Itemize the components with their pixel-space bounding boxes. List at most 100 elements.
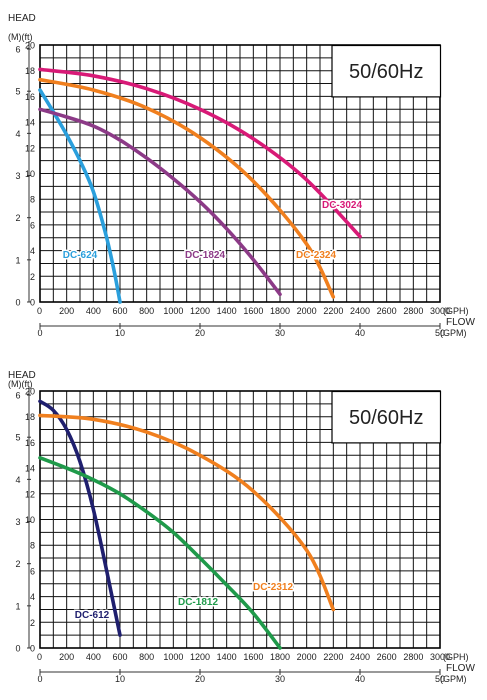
- ft-tick-label: 14: [25, 118, 35, 128]
- meter-tick-label: 4: [15, 475, 20, 485]
- frequency-badge-box: [331, 44, 442, 98]
- gph-tick-label: 1200: [190, 306, 210, 316]
- gph-tick-label: 600: [112, 306, 127, 316]
- ft-tick-label: 2: [30, 618, 35, 628]
- gph-tick-label: 2200: [323, 306, 343, 316]
- plot-frame: [39, 44, 441, 303]
- series-label-dc-3024: DC-3024: [322, 200, 362, 211]
- grid: [39, 44, 441, 303]
- meter-tick-label: 5: [15, 433, 20, 443]
- gph-tick-label: 1800: [270, 652, 290, 662]
- gpm-tick-label: 50: [435, 328, 445, 338]
- gph-tick-label: 2600: [377, 306, 397, 316]
- head-label: HEAD: [8, 13, 36, 24]
- series-label-dc-2324: DC-2324: [296, 250, 336, 261]
- ft-tick-label: 20: [25, 387, 35, 397]
- meter-tick-label: 0: [15, 644, 20, 654]
- gph-tick-label: 1400: [217, 652, 237, 662]
- gpm-tick-label: 50: [435, 674, 445, 684]
- series-line-dc-3024: [38, 67, 362, 239]
- ft-tick-label: 6: [30, 566, 35, 576]
- gph-tick-label: 1000: [163, 306, 183, 316]
- gph-tick-label: 400: [86, 306, 101, 316]
- gph-tick-label: 1400: [217, 306, 237, 316]
- series-line-dc-2324: [38, 77, 336, 299]
- ft-tick-label: 18: [25, 412, 35, 422]
- head-label: HEAD: [8, 370, 36, 381]
- gph-tick-label: 3000: [430, 652, 450, 662]
- ft-tick-label: 0: [30, 298, 35, 308]
- series-label-dc-1812: DC-1812: [178, 597, 218, 608]
- gpm-tick-label: 20: [195, 674, 205, 684]
- gph-tick-label: 1200: [190, 652, 210, 662]
- gpm-tick-label: 40: [355, 674, 365, 684]
- flow-label: FLOW: [446, 663, 475, 674]
- gpm-tick-label: 30: [275, 674, 285, 684]
- ft-tick-label: 20: [25, 41, 35, 51]
- ft-tick-label: 4: [30, 592, 35, 602]
- ft-tick-label: 18: [25, 66, 35, 76]
- gpm-unit: (GPM): [440, 674, 467, 684]
- gph-tick-label: 600: [112, 652, 127, 662]
- series-label-dc-624: DC-624: [63, 250, 98, 261]
- meter-tick-label: 1: [15, 601, 20, 611]
- gph-tick-label: 2400: [350, 306, 370, 316]
- ft-tick-label: 10: [25, 169, 35, 179]
- series-label-dc-612: DC-612: [75, 610, 110, 621]
- gpm-tick-label: 10: [115, 674, 125, 684]
- meter-tick-label: 0: [15, 298, 20, 308]
- gpm-tick-label: 0: [37, 328, 42, 338]
- ft-tick-label: 8: [30, 541, 35, 551]
- meter-tick-label: 6: [15, 45, 20, 55]
- ft-tick-label: 6: [30, 220, 35, 230]
- gph-tick-label: 3000: [430, 306, 450, 316]
- series-line-dc-612: [38, 399, 122, 637]
- gph-unit: (GPH): [443, 306, 469, 316]
- gpm-tick-label: 0: [37, 674, 42, 684]
- head-units: (M)(ft): [8, 32, 33, 42]
- gpm-tick-label: 20: [195, 328, 205, 338]
- gph-tick-label: 200: [59, 306, 74, 316]
- gpm-tick-label: 10: [115, 328, 125, 338]
- series-line-dc-1812: [38, 456, 282, 650]
- gph-tick-label: 2600: [377, 652, 397, 662]
- ft-tick-label: 0: [30, 644, 35, 654]
- flow-label: FLOW: [446, 317, 475, 328]
- frequency-badge: 50/60Hz: [349, 407, 424, 429]
- gph-tick-label: 400: [86, 652, 101, 662]
- meter-tick-label: 1: [15, 255, 20, 265]
- gph-tick-label: 1600: [243, 652, 263, 662]
- gph-tick-label: 0: [37, 652, 42, 662]
- gph-tick-label: 0: [37, 306, 42, 316]
- meter-tick-label: 2: [15, 213, 20, 223]
- meter-tick-label: 5: [15, 87, 20, 97]
- meter-tick-label: 3: [15, 171, 20, 181]
- ft-tick-label: 12: [25, 143, 35, 153]
- ft-tick-label: 2: [30, 272, 35, 282]
- ft-tick-label: 16: [25, 92, 35, 102]
- gph-tick-label: 2800: [403, 306, 423, 316]
- ft-tick-label: 4: [30, 246, 35, 256]
- gph-tick-label: 2400: [350, 652, 370, 662]
- series-label-dc-2312: DC-2312: [253, 582, 293, 593]
- head-units: (M)(ft): [8, 379, 33, 389]
- ft-tick-label: 16: [25, 438, 35, 448]
- series-label-dc-1824: DC-1824: [185, 250, 225, 261]
- gph-tick-label: 2200: [323, 652, 343, 662]
- gph-tick-label: 2800: [403, 652, 423, 662]
- gph-tick-label: 2000: [297, 306, 317, 316]
- ft-tick-label: 14: [25, 464, 35, 474]
- gph-tick-label: 800: [139, 306, 154, 316]
- gph-unit: (GPH): [443, 652, 469, 662]
- ft-tick-label: 12: [25, 489, 35, 499]
- gph-tick-label: 1600: [243, 306, 263, 316]
- series-line-dc-2312: [38, 413, 336, 612]
- frequency-badge-box: [331, 390, 442, 444]
- series-line-dc-1824: [38, 107, 282, 297]
- gph-tick-label: 1000: [163, 652, 183, 662]
- meter-tick-label: 4: [15, 129, 20, 139]
- frequency-badge: 50/60Hz: [349, 61, 424, 83]
